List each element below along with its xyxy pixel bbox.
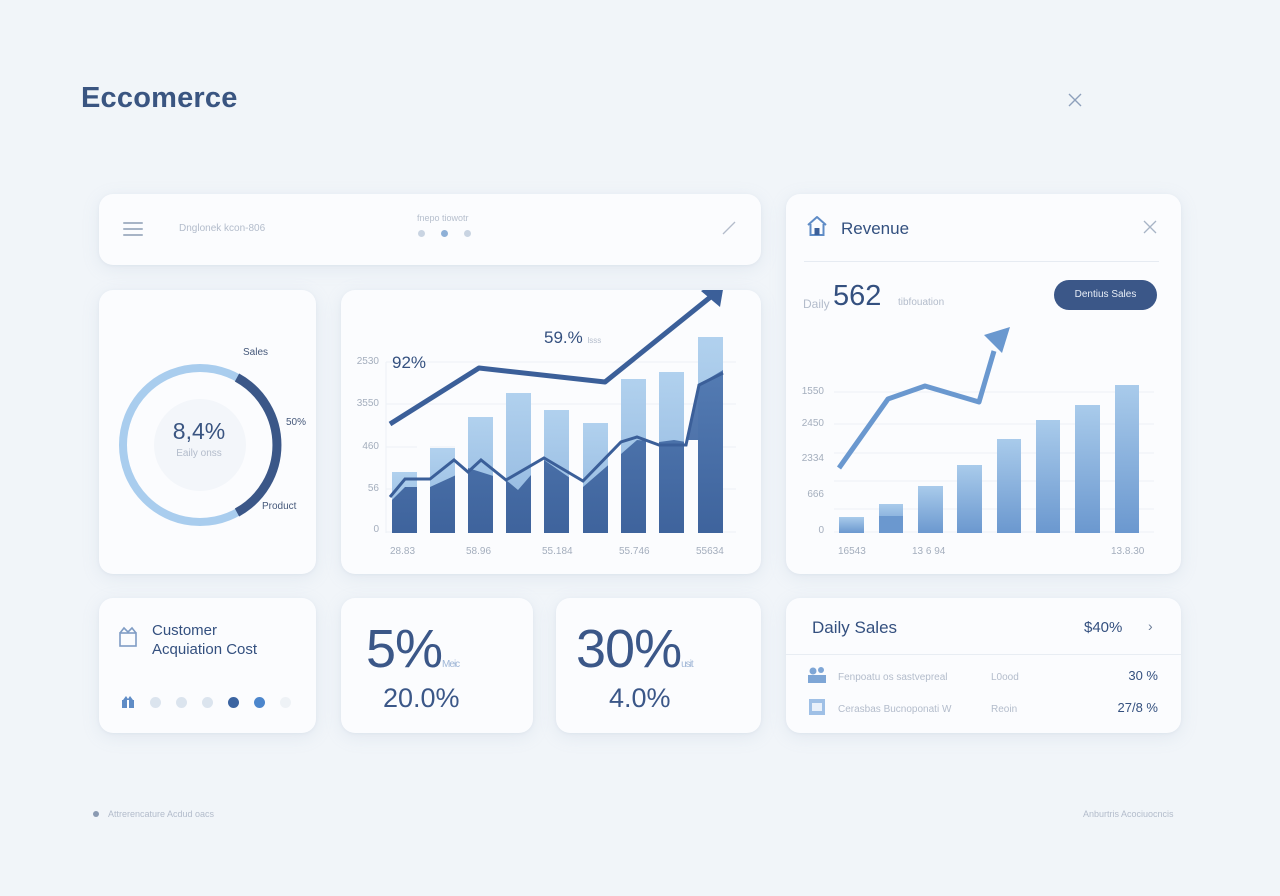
pencil-icon[interactable] xyxy=(721,220,737,236)
y-tick: 666 xyxy=(807,489,824,500)
row-mid: L0ood xyxy=(991,672,1019,683)
footer-right-text: Anburtris Acociuocncis xyxy=(1083,809,1174,819)
row-label: Fenpoatu os sastvepreal xyxy=(838,672,948,683)
close-icon[interactable] xyxy=(1066,91,1084,109)
indicator-dot-active[interactable] xyxy=(228,696,239,708)
gift-small-icon xyxy=(122,696,134,708)
menu-icon[interactable] xyxy=(123,222,143,236)
stat-card: 30%usit 4.0% xyxy=(556,598,761,733)
chart-annotation-left: 92% xyxy=(392,353,427,372)
daily-sales-card: Daily Sales $40% › Fenpoatu os sastvepre… xyxy=(786,598,1181,733)
chevron-right-icon[interactable]: › xyxy=(1148,618,1153,634)
app-title: Eccomerce xyxy=(81,82,238,114)
revenue-bar-chart xyxy=(834,327,1154,533)
document-icon xyxy=(809,699,825,715)
x-tick: 58.96 xyxy=(466,546,492,557)
revenue-number-suffix: tibfouation xyxy=(898,297,945,308)
status-dot xyxy=(93,811,99,817)
bar-chart xyxy=(385,290,736,534)
row-label: Cerasbas Bucnoponati W xyxy=(838,704,952,715)
toolbar-card: Dnglonek kcon-806 fnepo tiowotr xyxy=(99,194,761,265)
stat-sub-value: 20.0% xyxy=(383,683,460,713)
daily-sales-total: $40% xyxy=(1084,619,1123,636)
donut-label-percent: 50% xyxy=(286,417,307,428)
y-tick: 0 xyxy=(373,524,379,535)
stat-value: 5% xyxy=(366,619,443,679)
donut-value: 8,4% xyxy=(172,418,226,444)
revenue-card: Revenue Daily 562 tibfouation Dentius Sa… xyxy=(786,194,1181,574)
donut-label-sales: Sales xyxy=(243,347,269,358)
stat-big-value: 5%Meic xyxy=(366,618,460,680)
donut-label-product: Product xyxy=(262,501,297,512)
stat-sub-value: 4.0% xyxy=(609,683,671,713)
cac-title: Customer Acquiation Cost xyxy=(152,621,302,659)
indicator-dot[interactable] xyxy=(150,696,161,708)
y-tick: 2530 xyxy=(356,356,379,367)
chart-annotation-suffix: lsss xyxy=(587,336,602,345)
cac-indicator xyxy=(121,696,291,708)
y-tick: 3550 xyxy=(356,398,379,409)
gift-icon xyxy=(119,626,137,647)
row-value: 27/8 % xyxy=(1117,700,1158,715)
close-icon[interactable] xyxy=(1143,220,1157,234)
pager-dots xyxy=(418,230,471,237)
pager-dot[interactable] xyxy=(464,230,471,237)
revenue-title: Revenue xyxy=(841,219,910,238)
y-tick: 1550 xyxy=(801,386,824,397)
chart-annotation-value: 59.% xyxy=(544,328,583,347)
y-tick: 2334 xyxy=(801,453,824,464)
x-tick: 55.184 xyxy=(542,546,573,557)
sales-button[interactable]: Dentius Sales xyxy=(1054,280,1157,310)
x-tick: 28.83 xyxy=(390,546,416,557)
chart-annotation-right: 59.% lsss xyxy=(544,328,601,348)
cac-title-line1: Customer xyxy=(152,622,218,639)
cac-card: Customer Acquiation Cost xyxy=(99,598,316,733)
y-tick: 56 xyxy=(367,483,379,494)
users-icon xyxy=(808,667,826,683)
indicator-dot-active[interactable] xyxy=(254,696,265,708)
main-chart-card: 92% 59.% lsss 2530 3550 460 56 0 28.83 5… xyxy=(341,290,761,574)
x-tick: 13.8.30 xyxy=(1111,546,1145,557)
row-mid: Reoin xyxy=(991,704,1018,715)
footer-left-text: Attrerencature Acdud oacs xyxy=(108,809,215,819)
divider xyxy=(804,261,1159,262)
donut-card: 8,4% Eaily onss Sales 50% Product xyxy=(99,290,316,574)
indicator-dot[interactable] xyxy=(202,696,213,708)
indicator-dot[interactable] xyxy=(280,696,291,708)
row-value: 30 % xyxy=(1128,668,1158,683)
indicator-dot[interactable] xyxy=(176,696,187,708)
donut-subtitle: Eaily onss xyxy=(176,448,222,459)
y-tick: 0 xyxy=(818,525,824,536)
x-tick: 16543 xyxy=(838,546,866,557)
stat-card: 5%Meic 20.0% xyxy=(341,598,533,733)
revenue-daily-label: Daily xyxy=(803,297,830,311)
y-tick: 460 xyxy=(362,441,379,452)
pager-dot[interactable] xyxy=(418,230,425,237)
stat-unit: usit xyxy=(681,659,694,670)
divider xyxy=(786,654,1181,655)
stat-big-value: 30%usit xyxy=(576,618,694,680)
x-tick: 13 6 94 xyxy=(912,546,946,557)
home-icon xyxy=(807,216,827,236)
stat-unit: Meic xyxy=(442,659,460,670)
pager-label: fnepo tiowotr xyxy=(417,213,469,223)
cac-title-line2: Acquiation Cost xyxy=(152,641,258,658)
x-tick: 55.746 xyxy=(619,546,650,557)
donut-chart xyxy=(119,364,282,526)
daily-sales-title: Daily Sales xyxy=(812,618,898,637)
x-tick: 55634 xyxy=(696,546,724,557)
revenue-number: 562 xyxy=(833,280,882,312)
y-tick: 2450 xyxy=(801,418,824,429)
footer-left: Attrerencature Acdud oacs xyxy=(93,809,214,819)
stat-value: 30% xyxy=(576,619,682,679)
toolbar-text: Dnglonek kcon-806 xyxy=(179,223,266,234)
pager-dot-active[interactable] xyxy=(441,230,448,237)
